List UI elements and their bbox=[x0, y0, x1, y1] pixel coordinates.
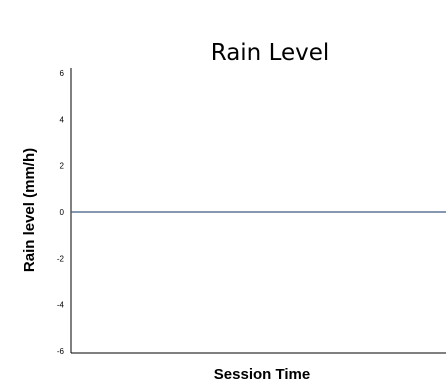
y-axis-label: Rain level (mm/h) bbox=[21, 148, 38, 272]
x-axis-label: Session Time bbox=[214, 366, 310, 383]
y-tick-label: 0 bbox=[60, 208, 65, 217]
y-tick-label: -6 bbox=[57, 347, 65, 356]
y-tick-label: 4 bbox=[60, 115, 65, 124]
y-tick-label: -4 bbox=[57, 301, 65, 310]
y-tick-label: 6 bbox=[60, 69, 65, 78]
y-tick-label: -2 bbox=[57, 254, 65, 263]
y-axis-ticks: 6 4 2 0 -2 -4 -6 bbox=[57, 69, 65, 356]
chart-title: Rain Level bbox=[211, 40, 330, 66]
y-tick-label: 2 bbox=[60, 162, 65, 171]
